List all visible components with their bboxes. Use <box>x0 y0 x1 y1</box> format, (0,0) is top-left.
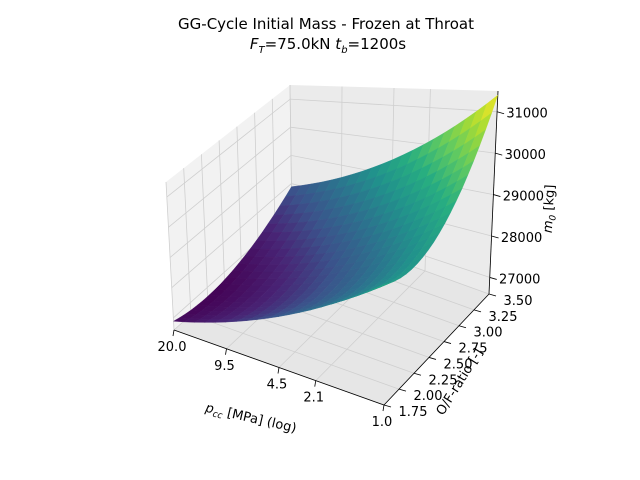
z-tick-label: 28000 <box>501 231 542 246</box>
subtitle-t-value: =1200s <box>348 35 407 53</box>
y-tick-label: 3.00 <box>474 326 503 341</box>
tick-labels: 1.0 2.1 4.5 9.5 20.0 1.752.002.252.502.753.00… <box>158 107 548 430</box>
z-axis-line <box>488 90 499 295</box>
y-tick-label: 2.75 <box>459 342 488 357</box>
y-tick-label: 2.50 <box>444 357 473 372</box>
x-tick-mark <box>314 380 317 387</box>
subtitle-f-value: =75.0kN <box>265 35 336 53</box>
y-tick-mark <box>473 309 482 313</box>
x-tick-label: 4.5 <box>267 378 288 393</box>
y-tick-label: 3.50 <box>504 294 533 309</box>
z-axis-label: m0 [kg] <box>541 184 561 233</box>
y-tick-mark <box>383 404 392 408</box>
y-tick-mark <box>488 293 497 297</box>
y-tick-label: 2.00 <box>414 389 443 404</box>
x-tick-mark <box>172 329 175 337</box>
z-axis-label-symbol: m <box>541 220 557 233</box>
x-tick-label: 2.1 <box>303 391 324 406</box>
x-tick-mark <box>225 348 227 355</box>
y-tick-mark <box>413 372 422 376</box>
chart-subtitle: FT=75.0kN tb=1200s <box>250 35 406 56</box>
y-tick-label: 3.25 <box>489 310 518 325</box>
x-tick-mark <box>382 404 385 412</box>
z-tick-label: 29000 <box>503 190 544 205</box>
subtitle-f-symbol: F <box>250 35 259 53</box>
y-tick-label: 1.75 <box>399 405 428 420</box>
z-tick-mark <box>493 194 501 197</box>
subtitle-f-sub: T <box>259 45 266 56</box>
z-axis-label-sub: 0 <box>548 214 558 221</box>
axes-lines <box>172 90 505 412</box>
y-tick-mark <box>458 325 467 329</box>
y-tick-mark <box>443 341 452 344</box>
subtitle-t-symbol: t <box>335 35 342 53</box>
z-gridline <box>166 98 498 198</box>
z-tick-label: 27000 <box>499 272 540 287</box>
subtitle-t-sub: b <box>341 45 347 56</box>
z-axis-label-rest: [kg] <box>542 184 559 215</box>
y-axis-line <box>383 293 490 406</box>
x-tick-mark <box>277 367 280 374</box>
z-tick-mark <box>496 111 505 115</box>
y-tick-label: 2.25 <box>429 373 458 388</box>
y-tick-mark <box>428 357 437 360</box>
x-tick-label: 9.5 <box>214 359 235 374</box>
z-tick-label: 31000 <box>506 107 547 122</box>
z-tick-label: 30000 <box>505 148 546 163</box>
surface-plot <box>172 94 499 323</box>
x-tick-label: 1.0 <box>372 415 393 430</box>
x-axis-label-symbol: p <box>203 401 215 418</box>
surface-patch <box>373 282 391 290</box>
x-axis-label-sub: cc <box>211 410 223 422</box>
z-tick-mark <box>489 277 497 280</box>
y-tick-mark <box>398 388 407 392</box>
z-tick-mark <box>495 152 503 156</box>
z-tick-mark <box>491 235 499 239</box>
x-tick-label: 20.0 <box>158 340 187 355</box>
chart-title: GG-Cycle Initial Mass - Frozen at Throat <box>178 15 474 33</box>
